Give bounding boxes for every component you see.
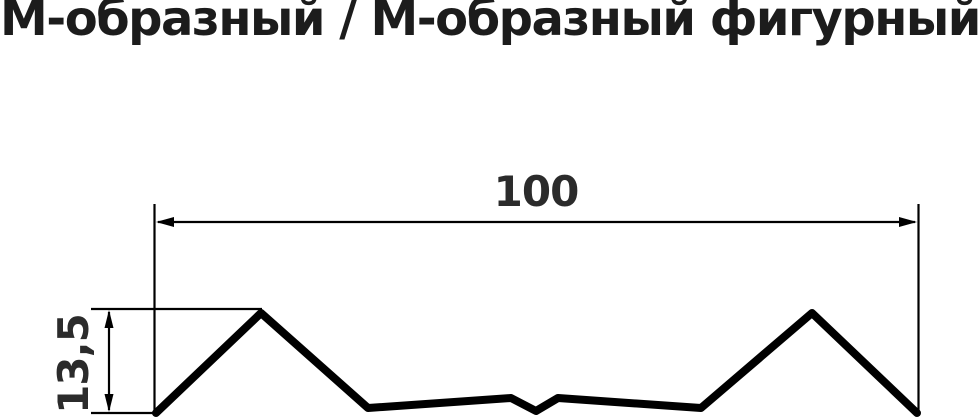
arrow-right-icon <box>899 217 917 227</box>
arrow-down-icon <box>104 394 114 412</box>
arrow-up-icon <box>104 310 114 328</box>
page-title: М-образный / М-образный фигурный <box>0 0 978 47</box>
profile-outline <box>152 309 921 417</box>
arrow-left-icon <box>156 217 174 227</box>
height-dimension-label: 13,5 <box>49 314 98 414</box>
width-dimension-label: 100 <box>494 167 579 216</box>
